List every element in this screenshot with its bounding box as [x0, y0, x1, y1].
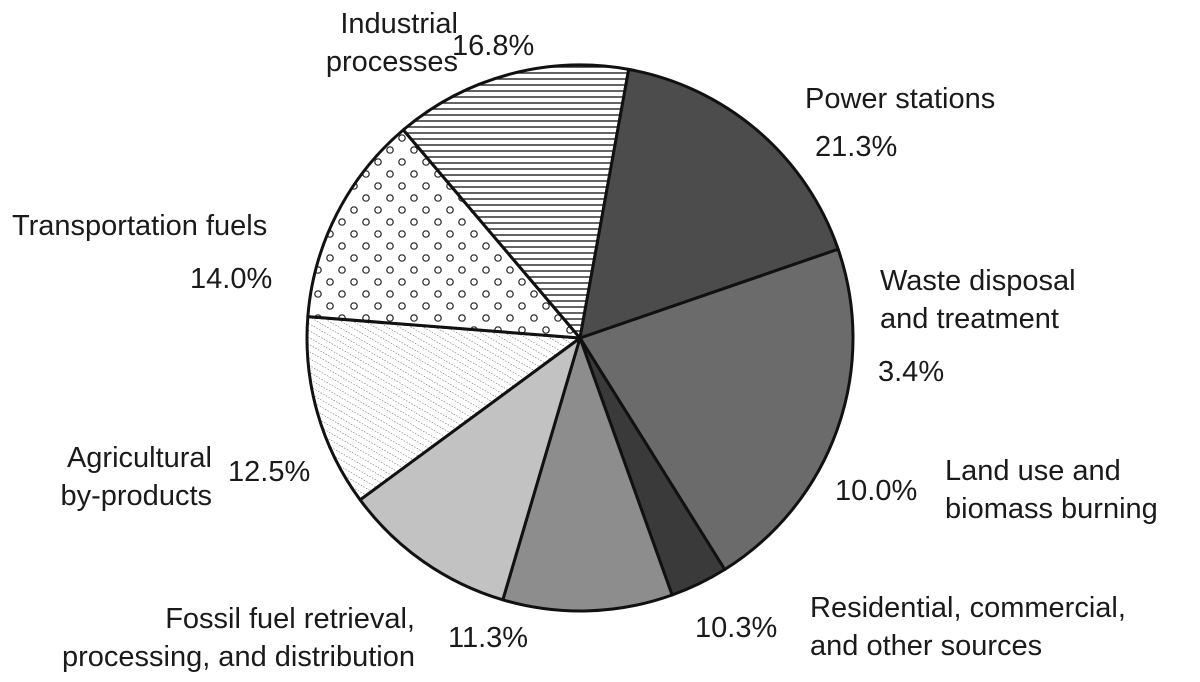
pie-slices [305, 63, 855, 613]
pie-slice [578, 67, 840, 340]
slice-name-label: Transportation fuels [12, 210, 267, 242]
slice-percent-label: 12.5% [228, 456, 310, 488]
pie-slice [305, 315, 582, 502]
slice-percent-label: 10.3% [695, 612, 777, 644]
slice-name-label: Fossil fuel retrieval, processing, and di… [62, 603, 415, 673]
slice-percent-label: 14.0% [190, 263, 272, 295]
slice-name-label: Waste disposal and treatment [880, 265, 1076, 335]
slice-name-label: Power stations [805, 83, 995, 115]
slice-name-label: Land use and biomass burning [945, 455, 1158, 525]
slice-percent-label: 10.0% [835, 475, 917, 507]
pie-labels: Power stations 21.3% Waste disposal and tre… [12, 8, 1158, 673]
pie-slice [501, 336, 674, 613]
pie-slice [401, 63, 631, 340]
pie-slice [358, 336, 582, 602]
slice-percent-label: 11.3% [448, 622, 528, 654]
pie-slice [578, 247, 855, 571]
slice-percent-label: 21.3% [815, 131, 897, 163]
slice-percent-label: 16.8% [452, 30, 534, 62]
slice-name-label: Industrial processes [326, 8, 458, 78]
slice-name-label: Residential, commercial, and other source… [810, 592, 1126, 662]
slice-name-label: Agricultural by-products [60, 442, 212, 512]
pie-slice [306, 128, 582, 340]
slice-percent-label: 3.4% [878, 356, 944, 388]
